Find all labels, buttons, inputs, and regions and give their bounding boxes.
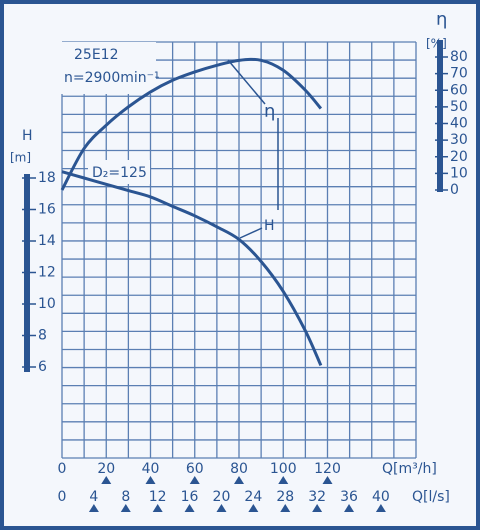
eta-scale-bar: [437, 40, 443, 192]
x2-tick-label: 12: [149, 489, 167, 505]
x2-tick-mark: [184, 504, 195, 512]
x2-tick-label: 16: [181, 489, 199, 505]
curve: [60, 57, 323, 191]
info-box: [60, 42, 156, 94]
y-tick-label: 8: [38, 328, 47, 344]
x-tick-label: 40: [142, 461, 160, 477]
x2-tick-label: 40: [372, 489, 390, 505]
x2-tick-mark: [280, 504, 291, 512]
y2-tick-label: 0: [450, 182, 459, 198]
x2-tick-label: 24: [244, 489, 262, 505]
x-tick-label: 100: [270, 461, 297, 477]
y2-tick-label: 20: [450, 149, 468, 165]
x2-tick-mark: [120, 504, 131, 512]
x2-tick-label: 28: [276, 489, 294, 505]
y2-axis-label: η: [436, 9, 447, 30]
curve-label: H: [264, 218, 275, 234]
y-tick-label: 6: [38, 359, 47, 375]
curve-label: η: [264, 101, 275, 122]
x-axis-label: Q[m³/h]: [382, 461, 437, 477]
x2-tick-mark: [344, 504, 355, 512]
y-axis-unit: [m]: [10, 151, 31, 165]
x-tick-label: 0: [58, 461, 67, 477]
x-tick-mark: [278, 476, 289, 484]
leader-line: [227, 59, 266, 105]
annotation: 25E12: [74, 47, 118, 63]
x2-tick-label: 20: [213, 489, 231, 505]
x2-tick-label: 4: [89, 489, 98, 505]
x2-tick-mark: [152, 504, 163, 512]
y2-tick-label: 10: [450, 165, 468, 181]
x2-tick-label: 0: [58, 489, 67, 505]
annotation: D₂=125: [92, 165, 147, 181]
x2-tick-mark: [375, 504, 386, 512]
curve: [61, 170, 323, 367]
x-tick-label: 80: [230, 461, 248, 477]
x-tick-mark: [189, 476, 200, 484]
y2-tick-label: 40: [450, 116, 468, 132]
annotation: n=2900min⁻¹: [64, 70, 160, 86]
y2-tick-label: 30: [450, 132, 468, 148]
y-tick-label: 18: [38, 170, 56, 186]
x-tick-mark: [322, 476, 333, 484]
x2-tick-mark: [216, 504, 227, 512]
y-tick-label: 10: [38, 296, 56, 312]
y-tick-label: 12: [38, 265, 56, 281]
x-tick-label: 60: [186, 461, 204, 477]
x2-tick-label: 8: [121, 489, 130, 505]
x2-tick-mark: [88, 504, 99, 512]
x2-tick-mark: [312, 504, 323, 512]
x2-tick-mark: [248, 504, 259, 512]
y2-tick-label: 80: [450, 49, 468, 65]
y-tick-label: 16: [38, 202, 56, 218]
x-tick-mark: [101, 476, 112, 484]
x2-axis-label: Q[l/s]: [412, 489, 450, 505]
label-bg: [88, 160, 150, 184]
y2-tick-label: 70: [450, 66, 468, 82]
x2-tick-label: 36: [340, 489, 358, 505]
y2-tick-label: 60: [450, 82, 468, 98]
x-tick-mark: [234, 476, 244, 484]
x-tick-label: 20: [97, 461, 115, 477]
y-tick-label: 14: [38, 233, 56, 249]
x2-tick-label: 32: [308, 489, 326, 505]
y2-axis-unit: [%]: [426, 37, 447, 51]
x-tick-label: 120: [314, 461, 341, 477]
y2-tick-label: 50: [450, 99, 468, 115]
x-tick-mark: [145, 476, 156, 484]
leader-line: [239, 227, 263, 239]
y-axis-label: H: [22, 128, 33, 144]
